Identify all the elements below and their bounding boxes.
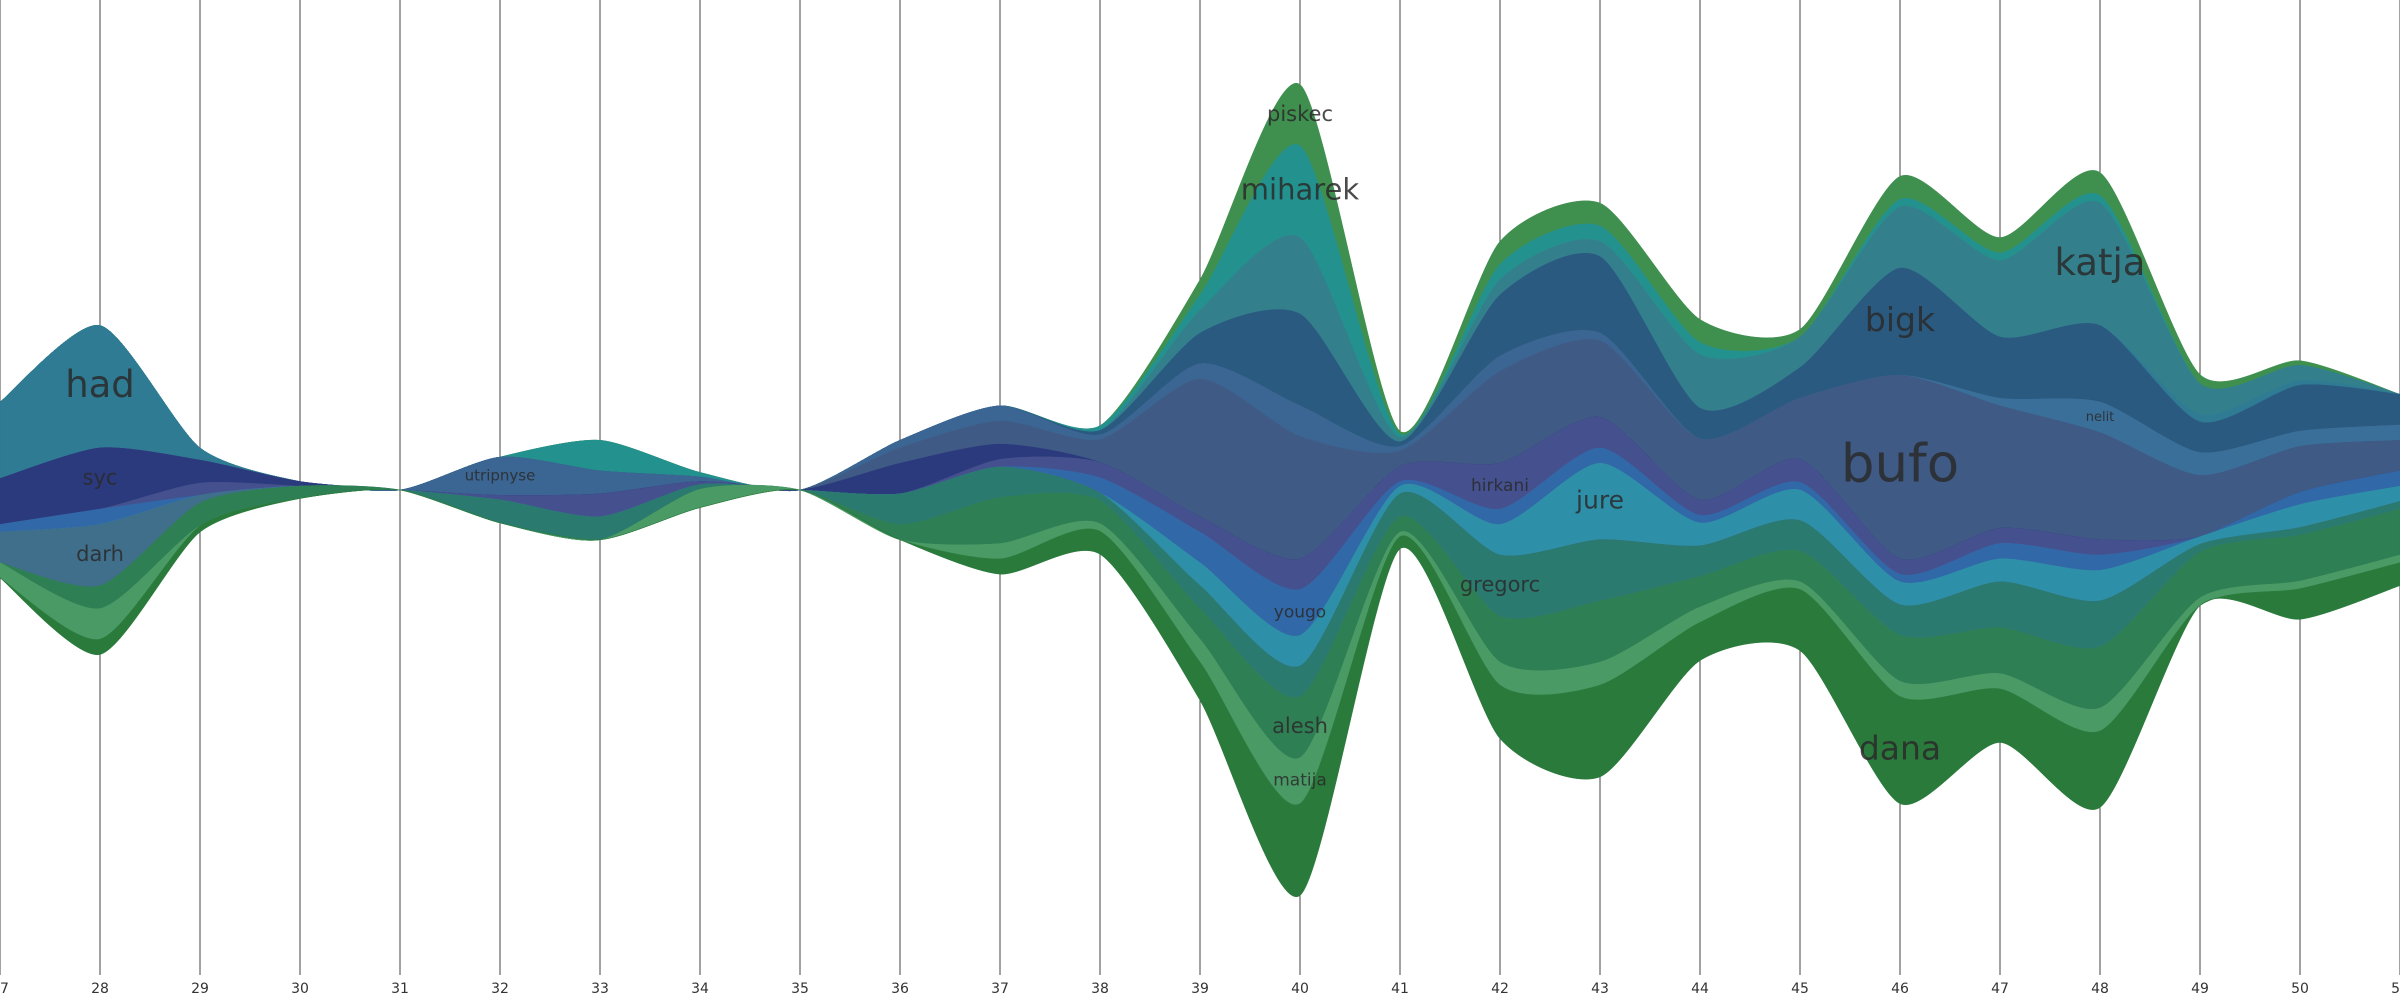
x-tick-label: 45 — [1791, 981, 1809, 997]
x-tick-label: 39 — [1191, 981, 1209, 997]
layer-label: hirkani — [1471, 476, 1529, 496]
x-tick-label: 29 — [191, 981, 209, 997]
layer-label: alesh — [1272, 714, 1328, 738]
x-tick-label: 37 — [991, 981, 1009, 997]
layer-label: darh — [76, 542, 124, 566]
x-tick-label: 46 — [1891, 981, 1909, 997]
layers — [0, 83, 2400, 897]
x-tick-label: 32 — [491, 981, 509, 997]
layer-label: bufo — [1841, 434, 1959, 495]
x-tick-label: 40 — [1291, 981, 1309, 997]
stream-layer — [0, 489, 2400, 897]
layer-label: gregorc — [1460, 573, 1540, 597]
layer-label: dana — [1859, 729, 1941, 768]
x-tick-label: 36 — [891, 981, 909, 997]
x-tick-label: 28 — [91, 981, 109, 997]
layer-label: nelit — [2086, 410, 2115, 425]
x-tick-label: 35 — [791, 981, 809, 997]
layer-label: bigk — [1865, 300, 1936, 339]
layer-label: yougo — [1274, 602, 1326, 622]
layer-label: katja — [2055, 241, 2146, 284]
x-tick-label: 51 — [2391, 981, 2400, 997]
x-tick-label: 44 — [1691, 981, 1709, 997]
x-tick-label: 38 — [1091, 981, 1109, 997]
x-tick-label: 30 — [291, 981, 309, 997]
x-tick-label: 50 — [2291, 981, 2309, 997]
layer-label: had — [65, 363, 135, 406]
x-tick-label: 33 — [591, 981, 609, 997]
x-tick-label: 41 — [1391, 981, 1409, 997]
layer-label: syc — [83, 466, 118, 490]
layer-label: utripnyse — [465, 467, 536, 485]
x-tick-label: 27 — [0, 981, 9, 997]
x-tick-label: 48 — [2091, 981, 2109, 997]
labels: piskec miharek katja had bigk nelit utripnyse b… — [65, 102, 2145, 791]
x-tick-label: 49 — [2191, 981, 2209, 997]
layer-label: miharek — [1241, 173, 1360, 207]
layer-label: matija — [1273, 771, 1327, 791]
x-tick-label: 42 — [1491, 981, 1509, 997]
layer-label: piskec — [1267, 102, 1333, 126]
x-tick-label: 43 — [1591, 981, 1609, 997]
x-tick-label: 31 — [391, 981, 409, 997]
x-tick-label: 47 — [1991, 981, 2009, 997]
layer-label: jure — [1575, 485, 1624, 514]
x-tick-label: 34 — [691, 981, 709, 997]
